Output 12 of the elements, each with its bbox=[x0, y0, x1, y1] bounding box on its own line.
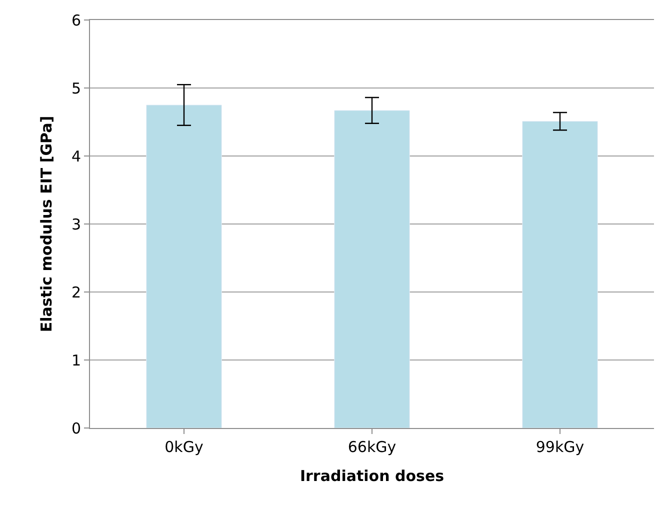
y-tick-label: 0 bbox=[71, 419, 81, 438]
y-tick-label: 1 bbox=[71, 351, 81, 370]
y-tick-label: 6 bbox=[71, 11, 81, 30]
x-tick-label: 66kGy bbox=[348, 438, 396, 456]
y-tick-label: 2 bbox=[71, 283, 81, 302]
y-tick-label: 3 bbox=[71, 215, 81, 234]
y-tick-label: 5 bbox=[71, 79, 81, 98]
y-tick-label: 4 bbox=[71, 147, 81, 166]
y-axis-title: Elastic modulus EIT [GPa] bbox=[38, 116, 56, 332]
x-tick-label: 0kGy bbox=[164, 438, 204, 456]
x-tick-label: 99kGy bbox=[536, 438, 584, 456]
x-axis-title: Irradiation doses bbox=[300, 467, 444, 485]
